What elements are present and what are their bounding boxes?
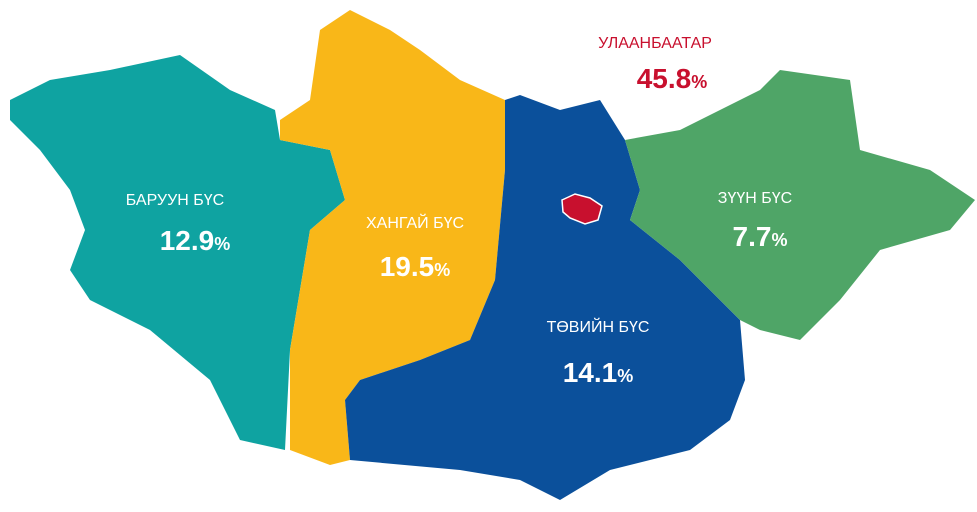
region-name: ХАНГАЙ БҮС	[366, 213, 464, 232]
value-number: 14.1	[563, 357, 618, 388]
value-number: 45.8	[637, 63, 692, 94]
value-unit: %	[771, 230, 787, 250]
region-value: 45.8%	[637, 63, 708, 94]
region-ulaanbaatar	[561, 193, 603, 225]
value-unit: %	[617, 366, 633, 386]
value-unit: %	[691, 72, 707, 92]
region-value: 14.1%	[563, 357, 634, 388]
region-west	[10, 55, 345, 450]
region-khangai	[280, 10, 505, 465]
region-name: УЛААНБААТАР	[598, 35, 712, 52]
value-number: 7.7	[733, 221, 772, 252]
region-name: БАРУУН БҮС	[126, 192, 224, 209]
value-number: 12.9	[160, 225, 215, 256]
region-name: ЗҮҮН БҮС	[718, 190, 792, 207]
region-central	[345, 95, 745, 500]
region-value: 7.7%	[733, 221, 788, 252]
value-unit: %	[434, 260, 450, 280]
value-unit: %	[214, 234, 230, 254]
region-name: ТӨВИЙН БҮС	[547, 317, 650, 336]
labels: БАРУУН БҮС 12.9% ХАНГАЙ БҮС 19.5% ТӨВИЙН БҮС…	[126, 35, 792, 388]
region-value: 12.9%	[160, 225, 231, 256]
value-number: 19.5	[380, 251, 435, 282]
region-east	[625, 70, 975, 340]
region-value: 19.5%	[380, 251, 451, 282]
